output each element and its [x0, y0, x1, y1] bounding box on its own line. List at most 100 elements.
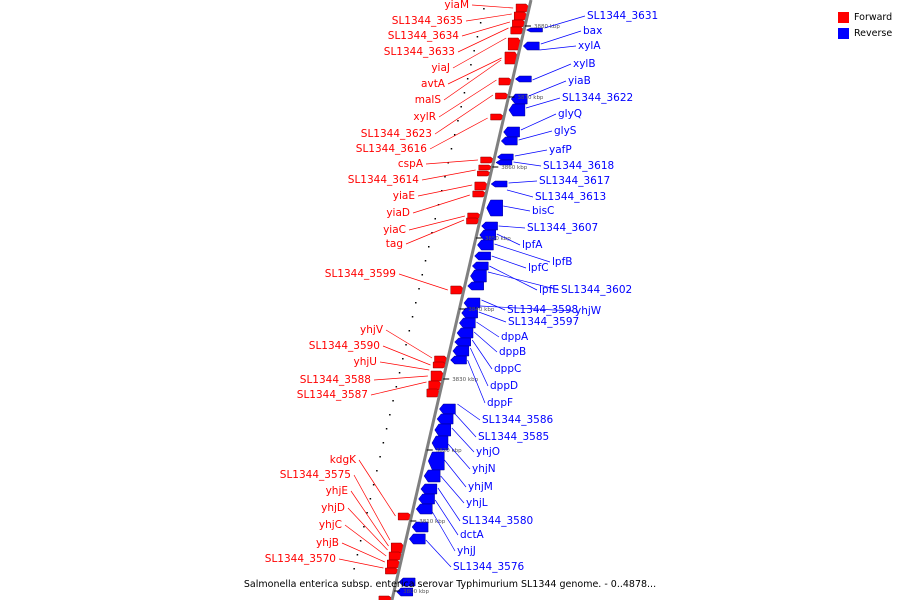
reverse-label-leader [480, 305, 574, 312]
reverse-label-leader [447, 443, 471, 470]
reverse-gene-label: SL1344_3618 [543, 160, 614, 172]
minor-tick [372, 484, 375, 486]
reverse-gene-label: SL1344_3586 [482, 414, 554, 426]
forward-label-leader [358, 459, 396, 517]
reverse-label-leader [473, 331, 498, 353]
reverse-label-leader [520, 113, 557, 131]
tick-label: 3810 kbp [419, 519, 445, 525]
reverse-gene-label: SL1344_3631 [587, 10, 658, 22]
forward-label-leader [434, 94, 494, 135]
reverse-label-leader [518, 130, 553, 141]
minor-tick [356, 554, 359, 556]
reverse-label-leader [540, 30, 582, 45]
minor-tick [359, 540, 362, 542]
forward-gene-label: SL1344_3633 [384, 46, 455, 58]
forward-swatch [838, 11, 849, 23]
forward-gene-label: yiaJ [431, 62, 450, 74]
legend-reverse-label: Reverse [854, 27, 893, 39]
minor-tick [376, 470, 378, 472]
minor-tick [402, 358, 404, 360]
reverse-gene-block [436, 413, 454, 425]
reverse-gene-block [479, 229, 496, 241]
minor-tick [453, 134, 456, 136]
minor-tick [444, 176, 446, 178]
minor-tick [353, 568, 355, 570]
reverse-gene-block [522, 41, 540, 51]
reverse-gene-block [423, 469, 441, 483]
minor-tick [434, 218, 436, 220]
reverse-label-leader [470, 347, 489, 387]
forward-gene-label: SL1344_3634 [388, 30, 460, 42]
forward-gene-label: SL1344_3587 [297, 389, 368, 401]
tick-label: 3850 kbp [485, 236, 511, 242]
minor-tick [398, 372, 401, 374]
reverse-gene-label: lpfB [552, 256, 572, 268]
minor-tick [411, 316, 414, 318]
reverse-gene-block [496, 153, 514, 161]
reverse-gene-block [452, 345, 470, 357]
reverse-gene-label: SL1344_3598 [507, 304, 578, 316]
forward-label-leader [353, 474, 391, 541]
reverse-label-leader [544, 15, 586, 29]
minor-tick [385, 428, 388, 430]
forward-label-leader [379, 361, 430, 371]
forward-label-leader [429, 117, 488, 150]
minor-tick [350, 582, 352, 584]
reverse-gene-block [456, 327, 474, 339]
reverse-gene-block [525, 27, 543, 33]
forward-label-leader [452, 37, 507, 69]
minor-tick [431, 232, 433, 234]
minor-tick [382, 442, 385, 444]
tick-label: 3870 kbp [518, 95, 544, 101]
forward-gene-block [397, 512, 413, 521]
forward-label-leader [373, 375, 428, 381]
reverse-gene-block [396, 587, 414, 597]
reverse-swatch [838, 27, 849, 39]
reverse-gene-block [463, 297, 481, 309]
reverse-gene-block [477, 239, 494, 251]
forward-gene-label: SL1344_3623 [361, 128, 432, 140]
reverse-gene-label: yhjJ [457, 545, 476, 557]
forward-gene-label: SL1344_3570 [265, 553, 336, 565]
reverse-gene-label: SL1344_3585 [478, 431, 549, 443]
forward-gene-label: yhjD [321, 502, 345, 514]
reverse-gene-block [450, 355, 467, 365]
forward-gene-block [477, 170, 492, 177]
tick-label: 3800 kbp [403, 589, 429, 595]
forward-gene-label: cspA [398, 158, 424, 170]
reverse-label-leader [451, 427, 475, 453]
reverse-gene-label: SL1344_3622 [562, 92, 633, 104]
forward-label-leader [347, 507, 388, 551]
minor-tick [405, 344, 407, 346]
reverse-gene-block [418, 493, 435, 505]
reverse-label-leader [525, 97, 561, 109]
forward-gene-label: yiaE [393, 190, 415, 202]
reverse-label-leader [532, 63, 572, 81]
reverse-gene-label: SL1344_3617 [539, 175, 610, 187]
forward-label-leader [425, 159, 478, 165]
reverse-gene-label: SL1344_3597 [508, 316, 579, 328]
reverse-gene-label: dppB [499, 346, 526, 358]
reverse-label-leader [498, 225, 526, 229]
tick-label: 3840 kbp [468, 307, 494, 313]
reverse-gene-block [467, 281, 484, 291]
reverse-gene-label: SL1344_3580 [462, 515, 533, 527]
reverse-gene-block [508, 103, 526, 117]
reverse-label-leader [440, 475, 465, 504]
reverse-label-leader [478, 311, 507, 323]
reverse-gene-label: lpfE [539, 284, 559, 296]
reverse-gene-block [490, 180, 508, 188]
reverse-label-leader [528, 80, 567, 97]
minor-tick [366, 512, 368, 514]
forward-gene-label: SL1344_3614 [348, 174, 420, 186]
legend-reverse: Reverse [838, 25, 892, 41]
forward-label-leader [338, 558, 384, 569]
forward-label-leader [412, 194, 470, 214]
reverse-gene-label: dppC [494, 363, 521, 375]
minor-tick [421, 274, 424, 276]
backbone-line [390, 0, 533, 600]
forward-label-leader [382, 345, 431, 366]
minor-tick [450, 148, 453, 150]
reverse-gene-block [514, 75, 532, 83]
